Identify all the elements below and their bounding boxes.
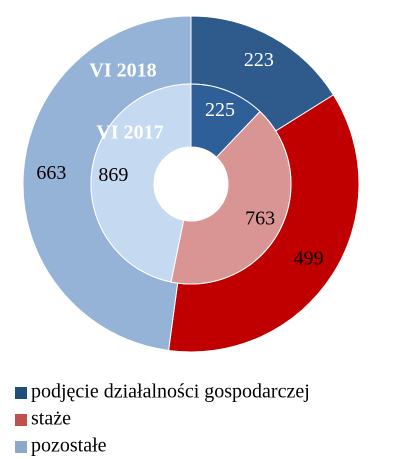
donut-segment bbox=[170, 110, 292, 285]
ring-label: VI 2018 bbox=[89, 60, 156, 82]
data-label: 223 bbox=[244, 49, 274, 71]
legend-swatch bbox=[15, 441, 27, 453]
legend-label: staże bbox=[31, 408, 71, 430]
data-label: 763 bbox=[245, 208, 275, 230]
data-label: 869 bbox=[98, 164, 128, 186]
donut-segment bbox=[90, 83, 192, 283]
legend-swatch bbox=[15, 414, 27, 426]
legend-label: podjęcie działalności gospodarczej bbox=[31, 381, 310, 403]
legend-swatch bbox=[15, 387, 27, 399]
data-label: 225 bbox=[205, 99, 235, 121]
legend-label: pozostałe bbox=[31, 435, 107, 457]
data-label: 499 bbox=[294, 247, 324, 269]
data-label: 663 bbox=[36, 162, 66, 184]
ring-label: VI 2017 bbox=[96, 122, 163, 144]
